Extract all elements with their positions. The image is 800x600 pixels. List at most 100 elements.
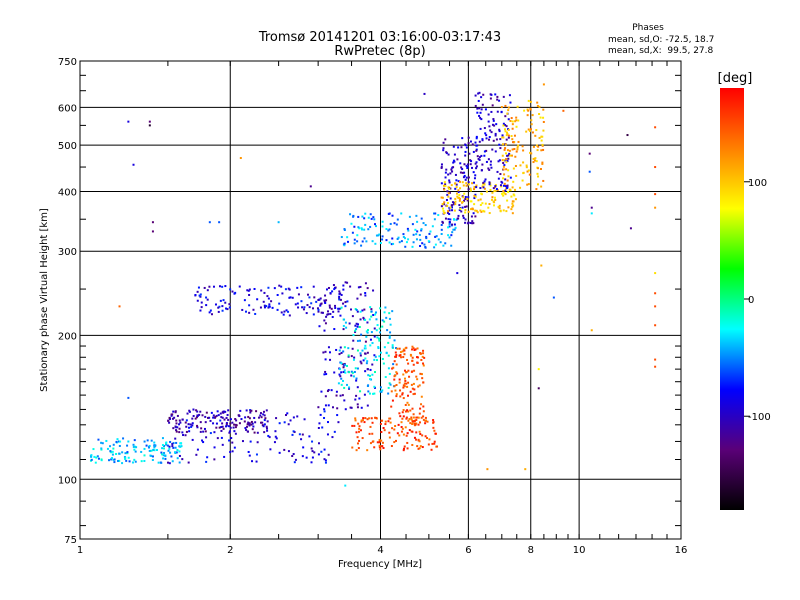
data-point xyxy=(399,415,402,418)
data-point xyxy=(205,304,208,307)
data-point xyxy=(339,292,342,295)
data-point xyxy=(340,351,343,354)
data-point xyxy=(229,288,232,291)
data-point xyxy=(371,432,374,435)
data-point xyxy=(379,422,382,425)
data-point xyxy=(404,426,407,429)
data-point xyxy=(372,392,375,395)
data-point xyxy=(458,209,461,212)
data-point xyxy=(403,382,406,385)
data-point xyxy=(360,227,363,230)
data-point xyxy=(167,461,170,464)
data-point xyxy=(496,110,499,113)
data-point xyxy=(171,413,174,416)
data-point xyxy=(453,153,456,156)
data-point xyxy=(391,427,394,430)
data-points xyxy=(89,83,657,487)
data-point xyxy=(148,124,151,127)
data-point xyxy=(410,383,413,386)
data-point xyxy=(426,420,429,423)
data-point xyxy=(507,191,510,194)
data-point xyxy=(654,206,657,209)
data-point xyxy=(469,189,472,192)
data-point xyxy=(113,458,116,461)
data-point xyxy=(398,347,401,350)
data-point xyxy=(455,183,458,186)
data-point xyxy=(455,218,458,221)
data-point xyxy=(475,144,478,147)
data-point xyxy=(463,199,466,202)
data-point xyxy=(542,116,545,119)
data-point xyxy=(274,430,277,433)
data-point xyxy=(212,416,215,419)
data-point xyxy=(260,416,263,419)
data-point xyxy=(200,427,203,430)
data-point xyxy=(110,457,113,460)
data-point xyxy=(474,193,477,196)
data-point xyxy=(306,304,309,307)
data-point xyxy=(323,299,326,302)
data-point xyxy=(221,443,224,446)
data-point xyxy=(402,356,405,359)
data-point xyxy=(352,358,355,361)
data-point xyxy=(184,434,187,437)
data-point xyxy=(391,310,394,313)
data-point xyxy=(116,438,119,441)
data-point xyxy=(444,242,447,245)
data-point xyxy=(343,399,346,402)
data-point xyxy=(393,360,396,363)
data-point xyxy=(266,295,269,298)
data-point xyxy=(325,288,328,291)
data-point xyxy=(448,181,451,184)
data-point xyxy=(401,427,404,430)
data-point xyxy=(541,143,544,146)
data-point xyxy=(127,456,130,459)
data-point xyxy=(346,281,349,284)
data-point xyxy=(376,324,379,327)
data-point xyxy=(383,346,386,349)
data-point xyxy=(229,422,232,425)
data-point xyxy=(404,347,407,350)
data-point xyxy=(457,217,460,220)
data-point xyxy=(232,426,235,429)
data-point xyxy=(92,448,95,451)
data-point xyxy=(479,209,482,212)
data-point xyxy=(320,390,323,393)
data-point xyxy=(506,184,509,187)
data-point xyxy=(115,452,118,455)
data-point xyxy=(356,442,359,445)
data-point xyxy=(475,209,478,212)
data-point xyxy=(444,217,447,220)
data-point xyxy=(472,212,475,215)
data-point xyxy=(442,141,445,144)
data-point xyxy=(373,392,376,395)
data-point xyxy=(338,298,341,301)
data-point xyxy=(590,329,593,332)
data-point xyxy=(388,431,391,434)
data-point xyxy=(500,110,503,113)
data-point xyxy=(188,426,191,429)
data-point xyxy=(323,329,326,332)
data-point xyxy=(132,163,135,166)
data-point xyxy=(185,430,188,433)
data-point xyxy=(360,420,363,423)
data-point xyxy=(195,453,198,456)
data-point xyxy=(417,447,420,450)
data-point xyxy=(101,442,104,445)
data-point xyxy=(347,355,350,358)
data-point xyxy=(352,215,355,218)
data-point xyxy=(341,379,344,382)
data-point xyxy=(208,221,211,224)
data-point xyxy=(327,404,330,407)
data-point xyxy=(411,223,414,226)
data-point xyxy=(337,310,340,313)
x-tick-label: 2 xyxy=(227,545,233,556)
data-point xyxy=(221,285,224,288)
data-point xyxy=(504,193,507,196)
data-point xyxy=(514,120,517,123)
data-point xyxy=(308,296,311,299)
data-point xyxy=(460,166,463,169)
data-point xyxy=(257,416,260,419)
data-point xyxy=(402,449,405,452)
data-point xyxy=(407,419,410,422)
